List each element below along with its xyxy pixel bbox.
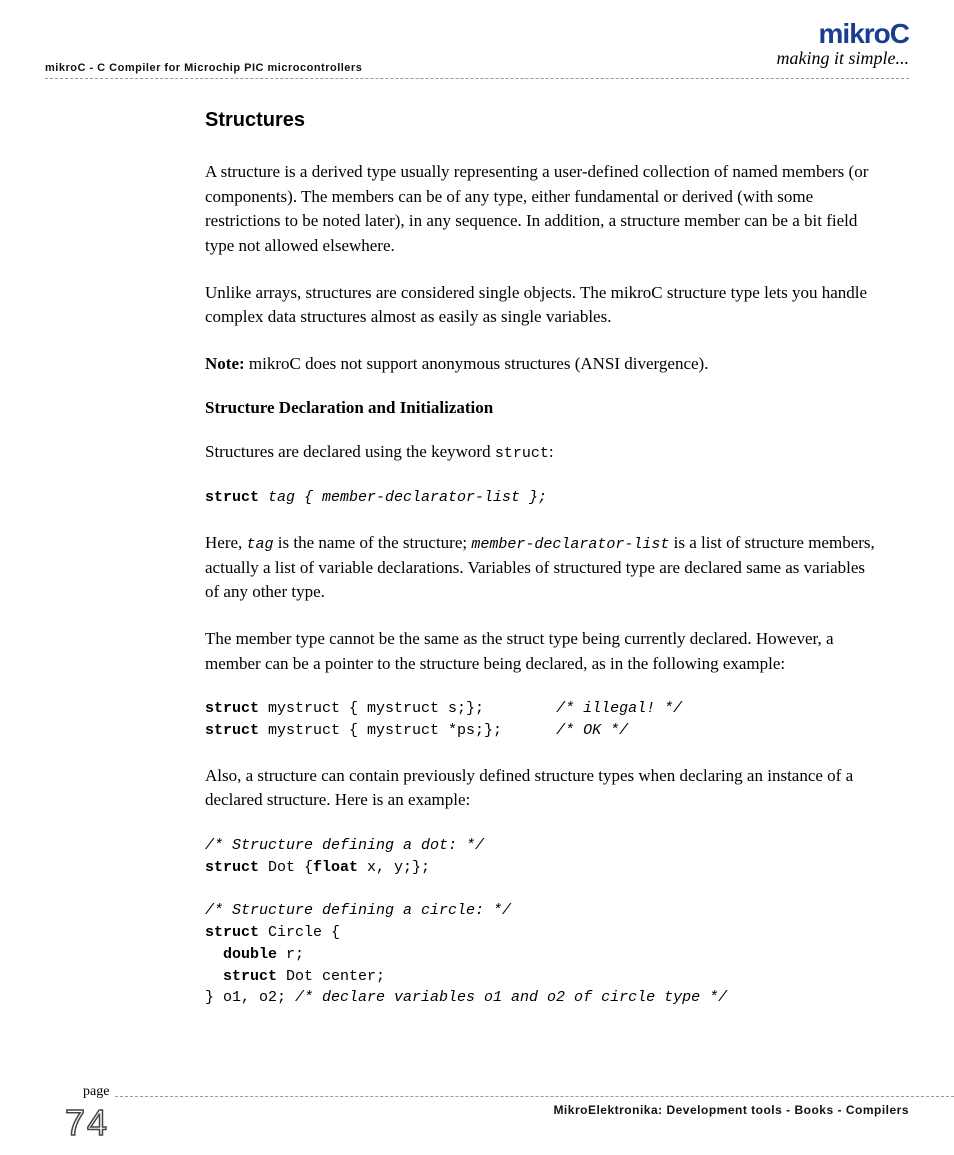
page-number: 74 <box>65 1102 109 1144</box>
c3l2-kw1: struct <box>205 859 259 876</box>
note-label: Note: <box>205 354 245 373</box>
page-label: page <box>79 1084 113 1100</box>
para3-text-b: : <box>549 442 554 461</box>
para4-a: Here, <box>205 533 247 552</box>
brand-logo: mikroC <box>777 18 910 50</box>
c2l2-rest: mystruct { mystruct *ps;}; <box>259 722 556 739</box>
section-title: Structures <box>205 109 879 132</box>
c2l2-comment: /* OK */ <box>556 722 628 739</box>
c3l5-rest: r; <box>277 946 304 963</box>
c2l1-kw: struct <box>205 700 259 717</box>
code-block-3: /* Structure defining a dot: */ struct D… <box>205 835 879 1009</box>
c3l4-rest: Circle { <box>259 924 340 941</box>
code-block-2: struct mystruct { mystruct s;}; /* illeg… <box>205 698 879 742</box>
header-divider <box>45 78 909 79</box>
c3l7-comment: /* declare variables o1 and o2 of circle… <box>295 989 727 1006</box>
code-rest: tag { member-declarator-list }; <box>259 489 547 506</box>
note-text: mikroC does not support anonymous struct… <box>245 354 709 373</box>
c3l5-kw: double <box>205 946 277 963</box>
c3l2-rest: x, y;}; <box>358 859 430 876</box>
c3-comment2: /* Structure defining a circle: */ <box>205 902 511 919</box>
inline-code-struct: struct <box>495 445 549 462</box>
c3-comment1: /* Structure defining a dot: */ <box>205 837 484 854</box>
inline-code-mdl: member-declarator-list <box>471 536 669 553</box>
paragraph-2: Unlike arrays, structures are considered… <box>205 281 879 330</box>
para3-text-a: Structures are declared using the keywor… <box>205 442 495 461</box>
c3l6-kw: struct <box>205 968 277 985</box>
paragraph-1: A structure is a derived type usually re… <box>205 160 879 259</box>
c3l4-kw: struct <box>205 924 259 941</box>
paragraph-6: Also, a structure can contain previously… <box>205 764 879 813</box>
paragraph-4: Here, tag is the name of the structure; … <box>205 531 879 605</box>
c3l6-rest: Dot center; <box>277 968 385 985</box>
footer-divider <box>100 1096 954 1097</box>
code-block-1: struct tag { member-declarator-list }; <box>205 487 879 509</box>
c2l1-rest: mystruct { mystruct s;}; <box>259 700 556 717</box>
para4-b: is the name of the structure; <box>274 533 472 552</box>
header-right: mikroC making it simple... <box>777 18 910 69</box>
c3l2-mid: Dot { <box>259 859 313 876</box>
footer-text: MikroElektronika: Development tools - Bo… <box>45 1103 909 1117</box>
code-kw: struct <box>205 489 259 506</box>
footer-area: page 74 MikroElektronika: Development to… <box>45 1096 909 1117</box>
subsection-title: Structure Declaration and Initialization <box>205 398 879 418</box>
inline-code-tag: tag <box>247 536 274 553</box>
paragraph-5: The member type cannot be the same as th… <box>205 627 879 676</box>
c3l2-kw2: float <box>313 859 358 876</box>
brand-tagline: making it simple... <box>777 48 910 69</box>
note-paragraph: Note: mikroC does not support anonymous … <box>205 352 879 377</box>
c2l1-comment: /* illegal! */ <box>556 700 682 717</box>
c3l7-a: } o1, o2; <box>205 989 295 1006</box>
content-area: Structures A structure is a derived type… <box>205 109 879 1009</box>
c2l2-kw: struct <box>205 722 259 739</box>
paragraph-3: Structures are declared using the keywor… <box>205 440 879 465</box>
